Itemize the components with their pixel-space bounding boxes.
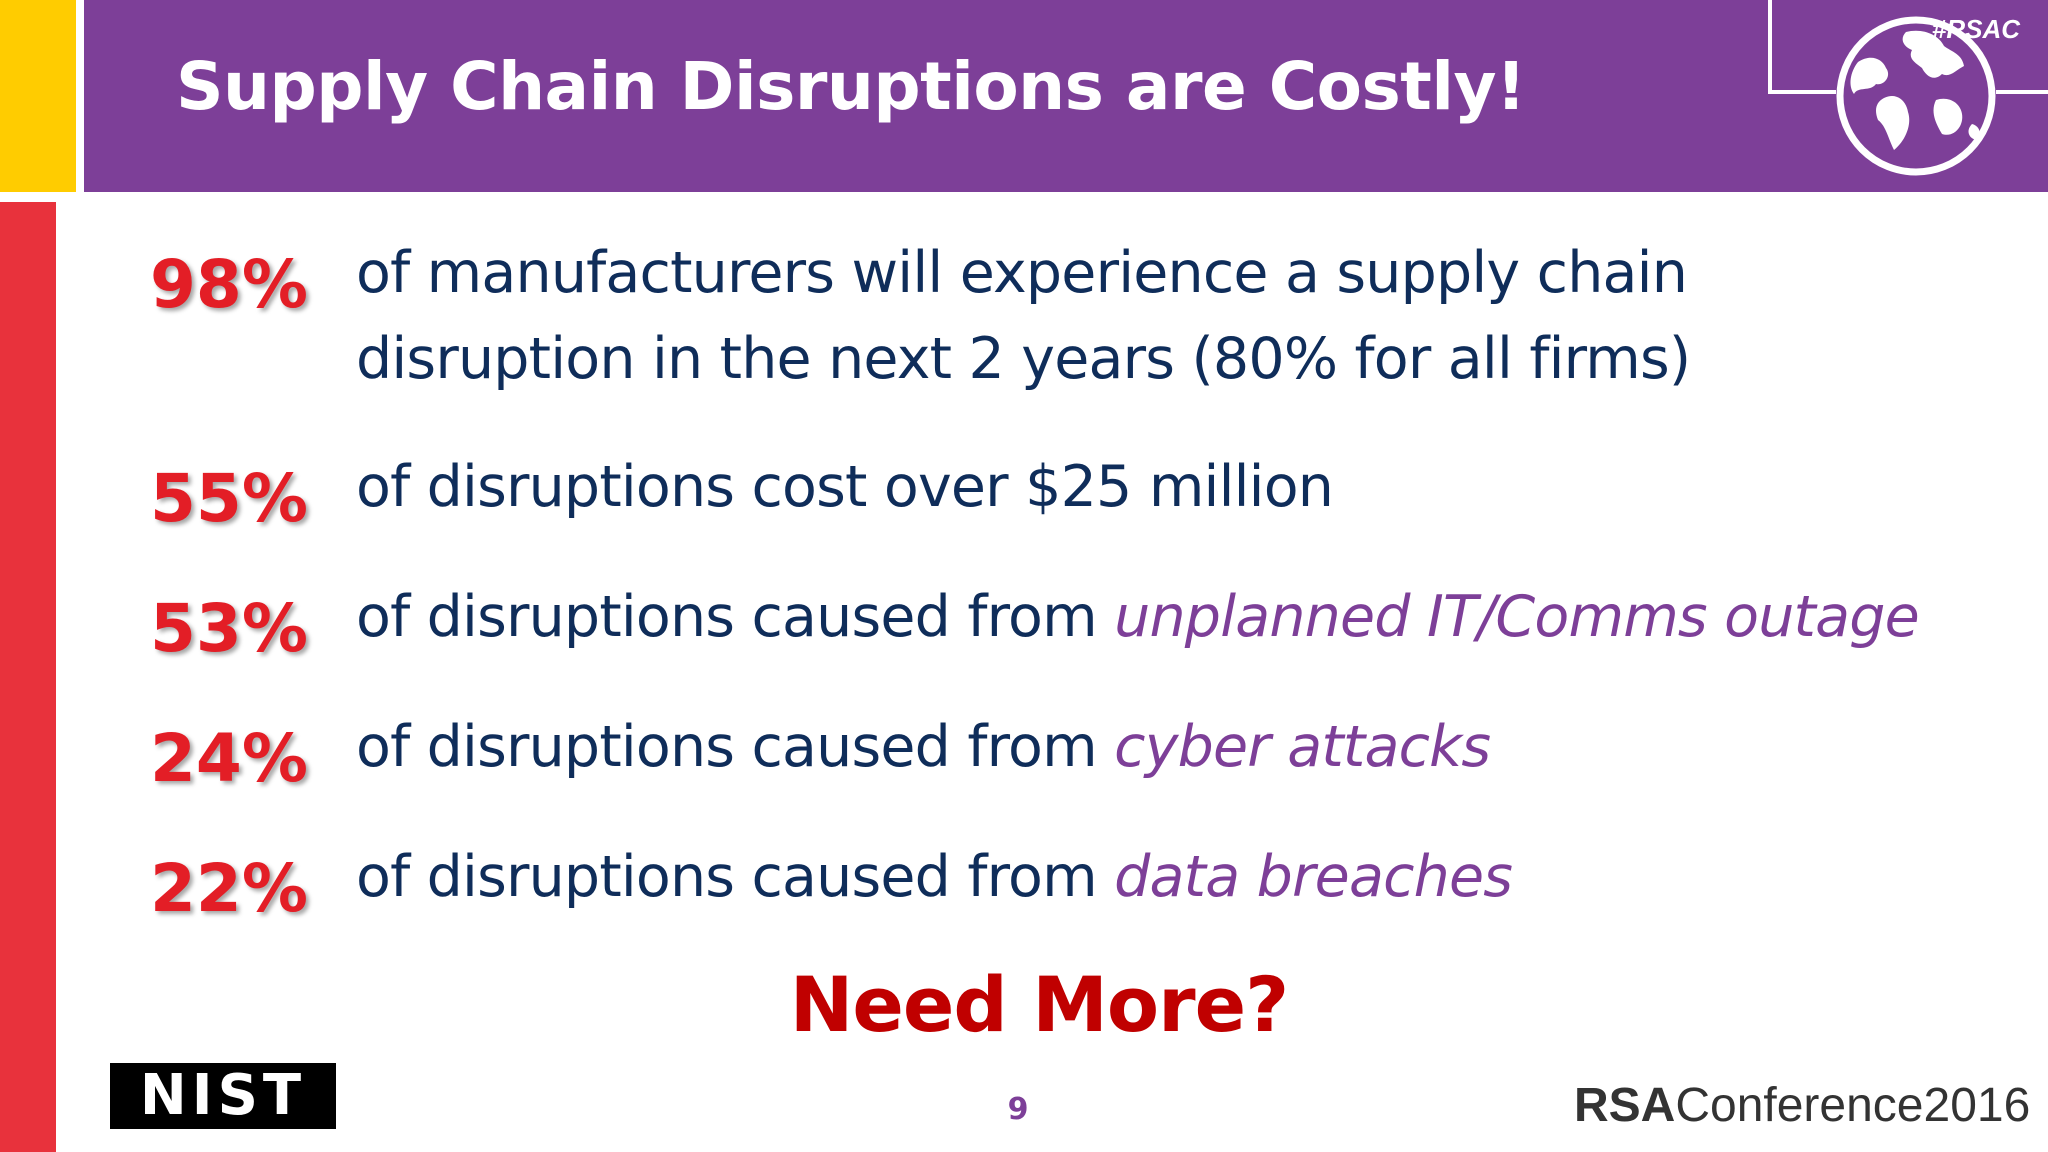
- stat-description-line: disruption in the next 2 years (80% for …: [356, 326, 1691, 392]
- stat-description-text: of disruptions caused from: [356, 714, 1098, 780]
- nist-logo: NIST: [110, 1063, 336, 1129]
- globe-icon: [1768, 0, 2048, 176]
- stat-description: of disruptions cost over $25 million: [356, 454, 1334, 520]
- stat-description: of manufacturers will experience a suppl…: [356, 230, 1996, 402]
- stat-description-line: of manufacturers will experience a suppl…: [356, 240, 1688, 306]
- slide-title: Supply Chain Disruptions are Costly!: [176, 48, 1526, 125]
- stat-description: of disruptions caused from unplanned IT/…: [356, 574, 1996, 660]
- stat-percent: 55%: [150, 460, 308, 537]
- stat-percent: 53%: [150, 590, 308, 667]
- need-more-callout: Need More?: [789, 960, 1290, 1049]
- yellow-accent-bar: [0, 0, 76, 192]
- stat-emphasis: data breaches: [1114, 844, 1513, 910]
- stat-description-text: of disruptions caused from: [356, 584, 1098, 650]
- page-number: 9: [1007, 1092, 1029, 1127]
- stat-percent: 22%: [150, 850, 308, 927]
- title-band: Supply Chain Disruptions are Costly! #RS…: [84, 0, 2048, 192]
- stat-percent: 24%: [150, 720, 308, 797]
- stat-emphasis: unplanned IT/Comms outage: [1114, 584, 1920, 650]
- rsa-conference-logo: RSAConference2016: [1574, 1078, 2030, 1133]
- rsa-conference-year: Conference2016: [1675, 1079, 2031, 1132]
- stat-emphasis: cyber attacks: [1114, 714, 1491, 780]
- red-accent-bar: [0, 202, 56, 1152]
- stat-description: of disruptions caused from data breaches: [356, 834, 1996, 920]
- rsa-brand: RSA: [1574, 1079, 1676, 1132]
- stat-description: of disruptions caused from cyber attacks: [356, 704, 1996, 790]
- stat-description-text: of disruptions caused from: [356, 844, 1098, 910]
- stat-percent: 98%: [150, 246, 308, 323]
